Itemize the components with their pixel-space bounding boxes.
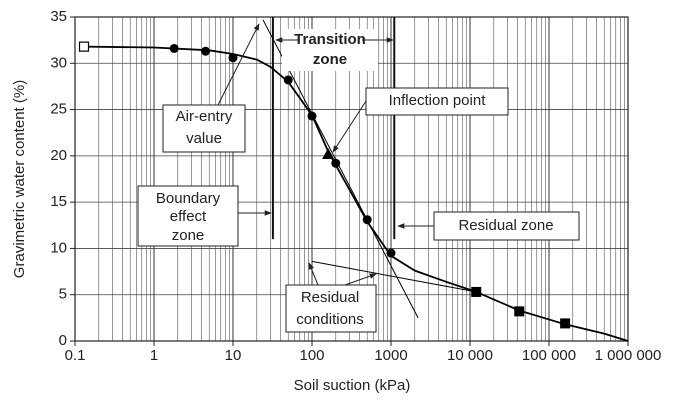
x-tick-label: 100 000 bbox=[522, 347, 576, 364]
y-tick-label: 30 bbox=[50, 54, 67, 71]
data-point bbox=[362, 215, 372, 225]
annotation-text: effect bbox=[170, 208, 207, 225]
x-tick-label: 0.1 bbox=[65, 347, 86, 364]
y-tick-label: 5 bbox=[59, 286, 67, 303]
data-point bbox=[201, 46, 211, 56]
annotation-text: Residual bbox=[301, 289, 359, 306]
data-point bbox=[331, 158, 341, 168]
annotation-box bbox=[285, 284, 377, 333]
annotation-arrow bbox=[217, 23, 260, 106]
y-axis-label: Gravimetric water content (%) bbox=[11, 80, 28, 278]
y-tick-label: 35 bbox=[50, 8, 67, 25]
annotation-arrow bbox=[308, 262, 319, 286]
x-tick-label: 10 000 bbox=[447, 347, 493, 364]
data-point bbox=[386, 248, 396, 258]
annotation-box bbox=[433, 211, 580, 241]
annotation-text: value bbox=[186, 130, 222, 147]
annotation-text: Air-entry bbox=[176, 108, 233, 125]
y-tick-label: 25 bbox=[50, 101, 67, 118]
data-point bbox=[307, 111, 317, 121]
x-tick-label: 1 bbox=[150, 347, 158, 364]
annotation-text: conditions bbox=[296, 311, 364, 328]
annotation-arrow bbox=[344, 273, 377, 286]
y-tick-label: 15 bbox=[50, 193, 67, 210]
data-point bbox=[560, 318, 571, 329]
data-point bbox=[322, 148, 335, 160]
annotation-bg bbox=[282, 29, 378, 71]
annotation-box bbox=[162, 104, 246, 153]
data-point bbox=[514, 306, 525, 317]
annotation-text: zone bbox=[172, 227, 205, 244]
data-point bbox=[228, 53, 238, 63]
x-tick-label: 1 000 000 bbox=[595, 347, 662, 364]
annotation-text: Boundary bbox=[156, 190, 221, 207]
annotation-box bbox=[137, 185, 239, 247]
x-tick-label: 10 bbox=[225, 347, 242, 364]
x-tick-label: 1000 bbox=[374, 347, 407, 364]
annotation-text: zone bbox=[313, 51, 347, 68]
annotation-box bbox=[365, 87, 509, 116]
data-point bbox=[283, 75, 293, 85]
annotation-text: Inflection point bbox=[389, 92, 487, 109]
y-tick-label: 0 bbox=[59, 332, 67, 349]
y-tick-label: 20 bbox=[50, 147, 67, 164]
x-tick-label: 100 bbox=[299, 347, 324, 364]
tangent-line bbox=[311, 260, 477, 293]
data-point bbox=[169, 43, 179, 53]
data-point bbox=[471, 286, 482, 297]
annotation-text: Residual zone bbox=[458, 217, 553, 234]
plot-frame bbox=[74, 16, 629, 342]
y-tick-label: 10 bbox=[50, 239, 67, 256]
data-point bbox=[78, 41, 90, 52]
x-axis-label: Soil suction (kPa) bbox=[294, 377, 411, 394]
annotation-text: Transition bbox=[294, 31, 366, 48]
annotation-arrow bbox=[332, 100, 367, 153]
